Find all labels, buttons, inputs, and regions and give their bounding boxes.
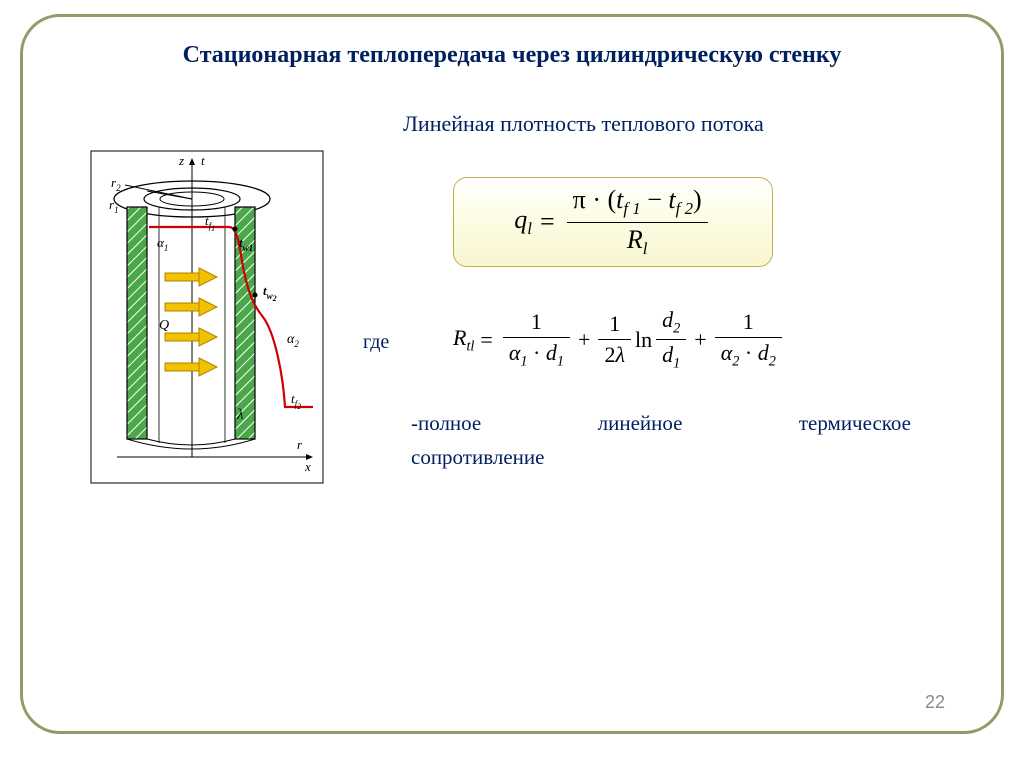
slide-frame: Стационарная теплопередача через цилиндр… xyxy=(20,14,1004,734)
heat-arrows xyxy=(165,268,217,376)
temperature-curve xyxy=(149,227,313,407)
svg-text:r2: r2 xyxy=(111,175,121,193)
svg-text:λ: λ xyxy=(236,407,244,423)
slide-title: Стационарная теплопередача через цилиндр… xyxy=(83,41,941,70)
ql-symbol: ql xyxy=(514,205,532,239)
slide-subtitle: Линейная плотность теплового потока xyxy=(403,111,764,137)
svg-text:t: t xyxy=(201,153,205,168)
svg-text:z: z xyxy=(178,153,184,168)
diagram-svg: z t r x r1 r2 xyxy=(87,147,327,487)
formula-box-ql: ql = π · (tf 1 − tf 2) Rl xyxy=(453,177,773,267)
cylinder-diagram: z t r x r1 r2 xyxy=(87,147,327,487)
def-a: -полное xyxy=(411,407,481,441)
definition-text: -полное линейное термическое сопротивлен… xyxy=(411,407,911,474)
svg-text:r1: r1 xyxy=(109,197,119,215)
def-b: линейное xyxy=(598,407,683,441)
where-label: где xyxy=(363,331,389,354)
svg-text:α2: α2 xyxy=(287,332,299,349)
page-number: 22 xyxy=(925,692,945,713)
formula-rtl: Rtl = 1 α1 · d1 + 1 2λ ln d2 d1 xyxy=(453,307,786,373)
svg-text:x: x xyxy=(304,459,311,474)
svg-text:r: r xyxy=(297,437,303,452)
svg-text:Q: Q xyxy=(159,318,169,333)
ql-fraction: π · (tf 1 − tf 2) Rl xyxy=(567,185,708,258)
svg-text:tw2: tw2 xyxy=(263,283,277,303)
def-d: сопротивление xyxy=(411,441,911,475)
def-c: термическое xyxy=(799,407,911,441)
